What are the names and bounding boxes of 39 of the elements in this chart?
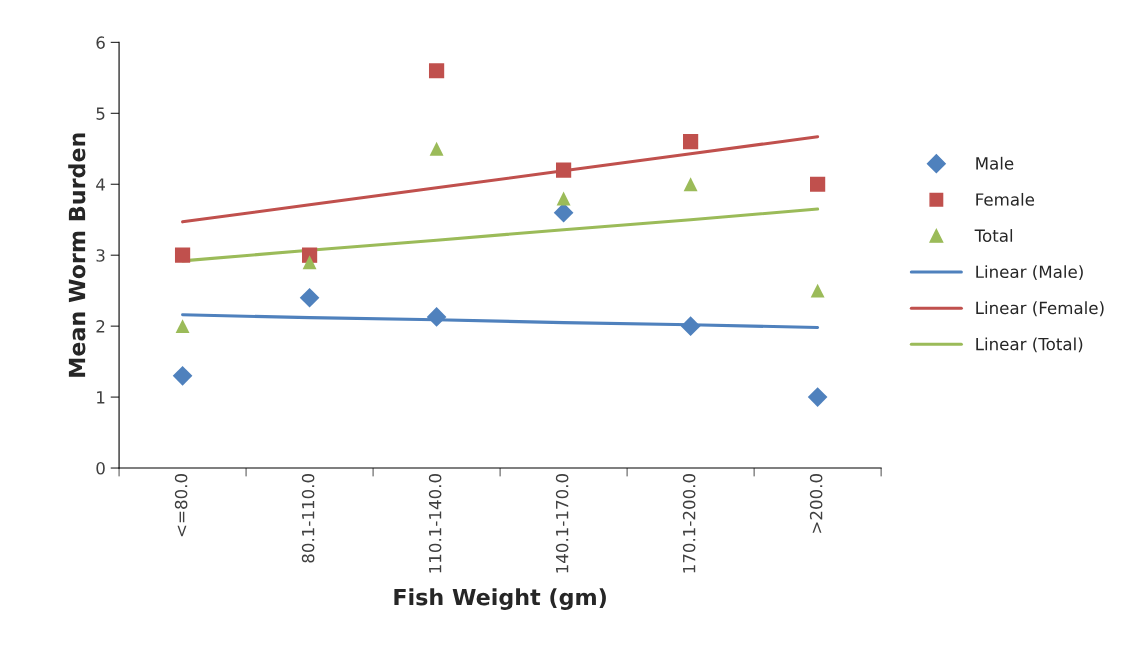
x-tick-label: >200.0 bbox=[809, 474, 823, 533]
x-tick-label: 170.1-200.0 bbox=[682, 474, 696, 573]
legend-label: Linear (Male) bbox=[976, 265, 1083, 281]
x-tick-label: 110.1-140.0 bbox=[428, 474, 442, 573]
legend-label: Linear (Female) bbox=[976, 301, 1104, 317]
point bbox=[810, 283, 825, 298]
point bbox=[302, 255, 317, 270]
y-tick-label: 5 bbox=[96, 107, 105, 120]
line-series bbox=[181, 135, 820, 224]
point bbox=[172, 365, 193, 386]
point bbox=[429, 141, 444, 156]
legend-label: Male bbox=[976, 156, 1014, 170]
point bbox=[174, 247, 191, 263]
x-tick-label: 140.1-170.0 bbox=[555, 474, 569, 573]
x-tick-label: 80.1-110.0 bbox=[301, 474, 315, 563]
y-tick-label: 4 bbox=[96, 178, 105, 191]
point bbox=[807, 387, 828, 407]
point bbox=[683, 177, 698, 192]
point bbox=[680, 316, 701, 336]
point bbox=[556, 191, 571, 206]
point bbox=[810, 176, 826, 192]
point bbox=[299, 287, 320, 308]
legend-label: Female bbox=[976, 192, 1035, 206]
legend-label: Linear (Total) bbox=[976, 337, 1083, 353]
point bbox=[683, 134, 699, 150]
y-tick-label: 6 bbox=[96, 36, 105, 49]
y-axis-title: Mean Worm Burden bbox=[68, 133, 86, 377]
point bbox=[175, 319, 190, 334]
point bbox=[553, 202, 574, 223]
y-tick-label: 3 bbox=[96, 249, 105, 262]
y-tick-label: 0 bbox=[96, 462, 105, 475]
x-tick-label: <=80.0 bbox=[174, 474, 188, 537]
point bbox=[426, 307, 447, 327]
y-tick-label: 1 bbox=[97, 391, 105, 404]
legend-label: Total bbox=[974, 229, 1013, 242]
point bbox=[428, 63, 445, 79]
x-axis-title: Fish Weight (gm) bbox=[394, 588, 606, 610]
point bbox=[555, 162, 572, 178]
y-tick-label: 2 bbox=[96, 320, 105, 333]
